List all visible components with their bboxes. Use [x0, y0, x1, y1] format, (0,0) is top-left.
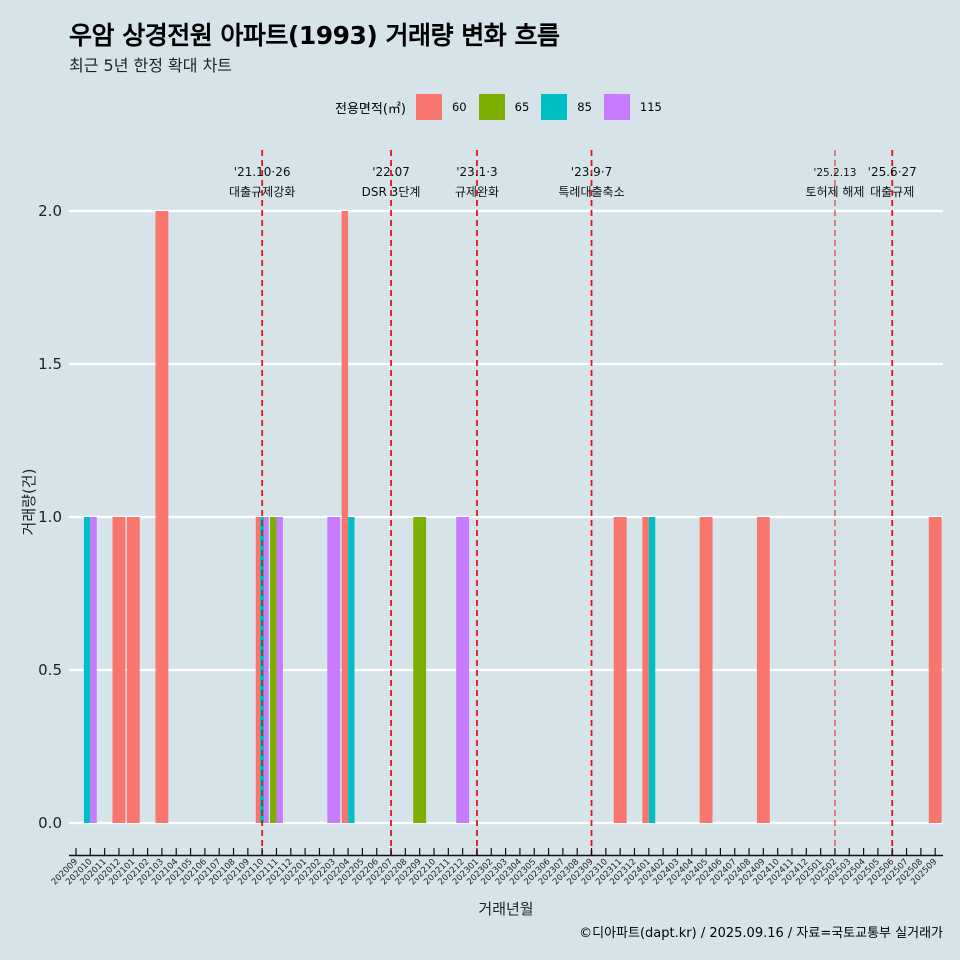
event-lines: [261, 150, 894, 855]
bar-202010-85: [83, 517, 91, 823]
gridlines: [69, 209, 943, 825]
bar-202110-60: [255, 517, 261, 823]
bar-202110-115: [264, 517, 269, 823]
legend-label-60: 60: [451, 100, 467, 114]
legend-key-115: [603, 94, 630, 120]
bar-202012-60: [112, 517, 126, 823]
legend-label-85: 85: [577, 100, 592, 114]
bar-202204-85: [348, 517, 355, 823]
legend-key-85: [541, 94, 568, 120]
event-date: '25.6·27: [868, 165, 917, 179]
bar-202401-60: [642, 517, 649, 823]
y-axis-title: 거래량(건): [20, 469, 38, 536]
event-date: '21.10·26: [234, 165, 291, 179]
event-label: 대출규제강화: [229, 185, 295, 199]
legend-key-65: [478, 94, 505, 120]
event-label: 토허제 해제: [805, 185, 864, 199]
bar-202212-115: [456, 517, 470, 823]
event-date: '25.2.13: [813, 167, 856, 179]
bar-202509-60: [928, 517, 942, 823]
event-date: '22.07: [372, 165, 410, 179]
y-tick-labels: 0.0 0.5 1.0 1.5 2.0: [38, 202, 62, 832]
x-axis: 2020092020102020112020122021012021022021…: [50, 848, 943, 887]
chart-title: 우암 상경전원 아파트(1993) 거래량 변화 흐름: [69, 21, 560, 50]
legend-label-115: 115: [639, 100, 662, 114]
bar-202103-60: [155, 211, 169, 823]
event-label: 대출규제: [870, 185, 914, 199]
bar-202209-65: [413, 517, 427, 823]
y-tick-label: 0.5: [38, 661, 62, 679]
bars: [83, 211, 942, 823]
legend-label-65: 65: [514, 100, 530, 114]
event-date: '23.9·7: [571, 165, 612, 179]
event-label: 특례대출축소: [558, 185, 624, 199]
bar-202405-60: [699, 517, 713, 823]
event-annotations: '21.10·26 대출규제강화 '22.07 DSR 3단계 '23.1·3 규제완화 '…: [229, 165, 917, 199]
bar-202010-115: [90, 517, 97, 823]
bar-202409-60: [756, 517, 770, 823]
chart-subtitle: 최근 5년 한정 확대 차트: [69, 56, 233, 75]
y-tick-label: 0.0: [38, 814, 62, 832]
bar-202111-115: [276, 517, 283, 823]
legend: 전용면적(㎡) 60 65 85 115: [335, 93, 674, 121]
legend-key-60: [415, 94, 442, 120]
y-tick-label: 1.0: [38, 508, 62, 526]
bar-202311-60: [613, 517, 627, 823]
footer-credit: ©디아파트(dapt.kr) / 2025.09.16 / 자료=국토교통부 실…: [579, 926, 943, 941]
event-date: '23.1·3: [456, 165, 497, 179]
x-axis-title: 거래년월: [478, 900, 533, 918]
legend-title: 전용면적(㎡): [335, 101, 406, 117]
y-tick-label: 2.0: [38, 202, 62, 220]
bar-202401-85: [648, 517, 656, 823]
bar-202111-65: [270, 517, 277, 823]
bar-202101-60: [126, 517, 140, 823]
event-label: 규제완화: [455, 185, 499, 199]
y-tick-label: 1.5: [38, 355, 62, 373]
bar-202203-115: [327, 517, 341, 823]
event-label: DSR 3단계: [362, 185, 421, 199]
bar-202204-60: [341, 211, 349, 823]
